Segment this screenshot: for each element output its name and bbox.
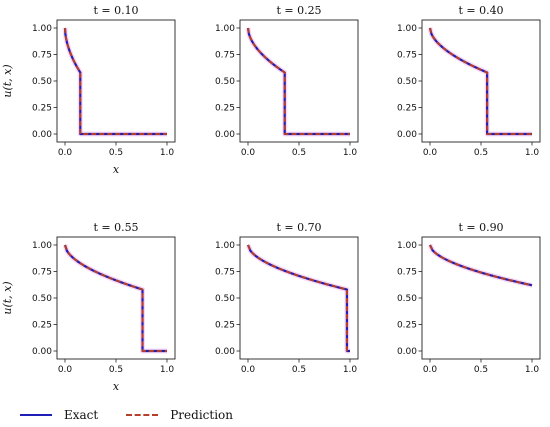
y-tick-label: 0.00 bbox=[32, 130, 52, 140]
y-tick-label: 0.50 bbox=[215, 294, 235, 304]
y-tick-label: 0.25 bbox=[32, 321, 52, 331]
y-tick-label: 0.50 bbox=[32, 77, 52, 87]
legend-swatch-prediction bbox=[126, 414, 159, 416]
series-halo bbox=[427, 27, 532, 137]
x-tick-label: 1.0 bbox=[160, 365, 175, 375]
y-tick-label: 0.75 bbox=[397, 51, 417, 61]
legend-item-exact: Exact bbox=[20, 408, 98, 422]
y-axis-label: u(t, x) bbox=[1, 64, 14, 97]
legend: Exact Prediction bbox=[20, 408, 261, 422]
y-tick-label: 1.00 bbox=[397, 24, 417, 34]
panel-6: t = 0.90 0.0 0.5 1.0 0.00 0.25 0.50 0.75 1.00 bbox=[397, 221, 541, 375]
y-tick-label: 0.00 bbox=[215, 130, 235, 140]
x-tick-label: 0.0 bbox=[241, 148, 256, 158]
y-tick-label: 1.00 bbox=[215, 241, 235, 251]
x-tick-label: 0.0 bbox=[58, 148, 73, 158]
figure: t = 0.10 0.0 0.5 1.0 0.00 0.25 0.50 0.75 1.00 x u(… bbox=[1, 4, 541, 393]
x-tick-label: 0.0 bbox=[423, 148, 438, 158]
series-line-exact bbox=[246, 27, 350, 136]
x-tick-label: 1.0 bbox=[525, 148, 540, 158]
panel-title: t = 0.10 bbox=[93, 4, 138, 17]
y-tick-label: 0.50 bbox=[397, 294, 417, 304]
legend-swatch-exact bbox=[20, 414, 52, 416]
panel-title: t = 0.40 bbox=[458, 4, 503, 17]
x-axis-label: x bbox=[113, 163, 120, 176]
series-halo bbox=[427, 243, 533, 288]
x-tick-label: 0.5 bbox=[474, 148, 488, 158]
y-tick-label: 0.25 bbox=[397, 104, 417, 114]
x-tick-label: 1.0 bbox=[160, 148, 175, 158]
axes-frame bbox=[56, 19, 176, 143]
axes-frame bbox=[421, 19, 541, 143]
axes-frame bbox=[239, 19, 359, 143]
x-axis-label: x bbox=[113, 380, 120, 393]
y-tick-label: 1.00 bbox=[397, 241, 417, 251]
panel-2: t = 0.25 0.0 0.5 1.0 0.00 0.25 0.50 0.75 1.00 bbox=[215, 4, 359, 158]
series-line-prediction bbox=[247, 244, 350, 352]
y-tick-label: 0.50 bbox=[215, 77, 235, 87]
y-tick-label: 0.75 bbox=[32, 268, 52, 278]
y-tick-label: 0.25 bbox=[215, 321, 235, 331]
y-tick-label: 0.25 bbox=[32, 104, 52, 114]
x-tick-label: 0.0 bbox=[58, 365, 73, 375]
y-tick-label: 0.25 bbox=[397, 321, 417, 331]
x-tick-label: 1.0 bbox=[525, 365, 540, 375]
series-line-exact bbox=[428, 27, 532, 136]
panel-1: t = 0.10 0.0 0.5 1.0 0.00 0.25 0.50 0.75 1.00 x u(… bbox=[1, 4, 176, 176]
x-tick-label: 1.0 bbox=[343, 148, 358, 158]
y-tick-label: 0.00 bbox=[215, 347, 235, 357]
panel-4: t = 0.55 0.0 0.5 1.0 0.00 0.25 0.50 0.75 1.00 x u(… bbox=[1, 221, 176, 393]
y-tick-label: 0.00 bbox=[32, 347, 52, 357]
x-tick-label: 0.0 bbox=[241, 365, 256, 375]
y-tick-label: 1.00 bbox=[32, 241, 52, 251]
x-tick-label: 0.5 bbox=[292, 365, 306, 375]
y-tick-label: 1.00 bbox=[215, 24, 235, 34]
series-line-exact bbox=[429, 244, 533, 287]
x-tick-label: 0.5 bbox=[109, 365, 123, 375]
x-tick-label: 1.0 bbox=[343, 365, 358, 375]
y-tick-label: 0.75 bbox=[32, 51, 52, 61]
series-line-exact bbox=[246, 244, 350, 353]
y-tick-label: 0.50 bbox=[32, 294, 52, 304]
x-tick-label: 0.5 bbox=[109, 148, 123, 158]
y-tick-label: 0.00 bbox=[397, 130, 417, 140]
panel-title: t = 0.25 bbox=[276, 4, 321, 17]
y-axis-label: u(t, x) bbox=[1, 281, 14, 314]
legend-label-exact: Exact bbox=[64, 408, 99, 422]
legend-item-prediction: Prediction bbox=[126, 408, 233, 422]
series-halo bbox=[62, 244, 167, 354]
y-tick-label: 0.75 bbox=[397, 268, 417, 278]
y-tick-label: 0.00 bbox=[397, 347, 417, 357]
series-line-prediction bbox=[64, 27, 167, 135]
series-line-prediction bbox=[429, 27, 532, 135]
panel-title: t = 0.70 bbox=[276, 221, 321, 234]
y-tick-label: 0.75 bbox=[215, 51, 235, 61]
panel-3: t = 0.40 0.0 0.5 1.0 0.00 0.25 0.50 0.75 1.00 bbox=[397, 4, 541, 158]
x-tick-label: 0.5 bbox=[474, 365, 488, 375]
y-tick-label: 1.00 bbox=[32, 24, 52, 34]
axes-frame bbox=[56, 236, 176, 360]
y-tick-label: 0.50 bbox=[397, 77, 417, 87]
series-line-prediction bbox=[247, 27, 350, 135]
panel-title: t = 0.90 bbox=[458, 221, 503, 234]
panel-5: t = 0.70 0.0 0.5 1.0 0.00 0.25 0.50 0.75 1.00 bbox=[215, 221, 359, 375]
series-line-prediction bbox=[429, 244, 533, 287]
panel-title: t = 0.55 bbox=[93, 221, 138, 234]
series-halo bbox=[245, 27, 350, 137]
y-tick-label: 0.25 bbox=[215, 104, 235, 114]
legend-label-prediction: Prediction bbox=[170, 408, 233, 422]
series-line-prediction bbox=[64, 244, 167, 352]
y-tick-label: 0.75 bbox=[215, 268, 235, 278]
x-tick-label: 0.5 bbox=[292, 148, 306, 158]
x-tick-label: 0.0 bbox=[423, 365, 438, 375]
